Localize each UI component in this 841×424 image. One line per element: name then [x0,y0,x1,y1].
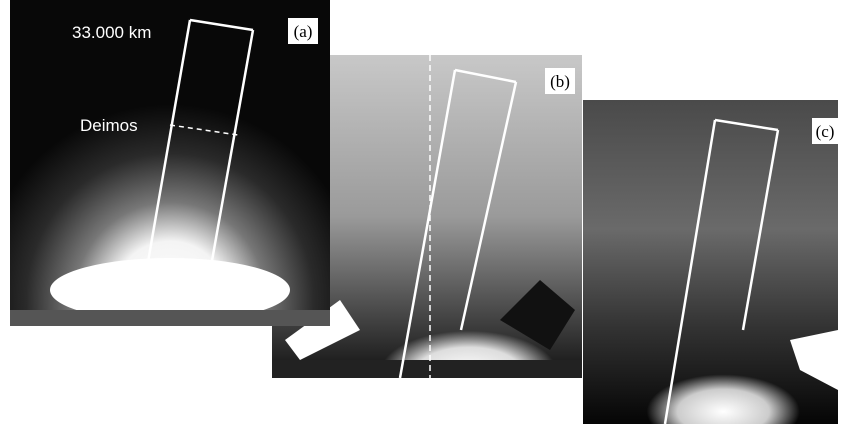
bottom-band [272,360,582,378]
panel-label: (b) [550,72,570,91]
annotation: Deimos [80,116,138,135]
annotation: 33.000 km [72,23,151,42]
panel-c: (c) [583,100,838,424]
panel-a: 33.000 km Deimos (a) [10,0,330,326]
panel-label: (a) [294,22,313,41]
figure: (c) (b) 33.000 km Deimos (a) [0,0,841,424]
page: (c) (b) 33.000 km Deimos (a) (() => { co… [0,0,841,424]
panel-label: (c) [816,122,835,141]
bottom-band [10,310,330,326]
